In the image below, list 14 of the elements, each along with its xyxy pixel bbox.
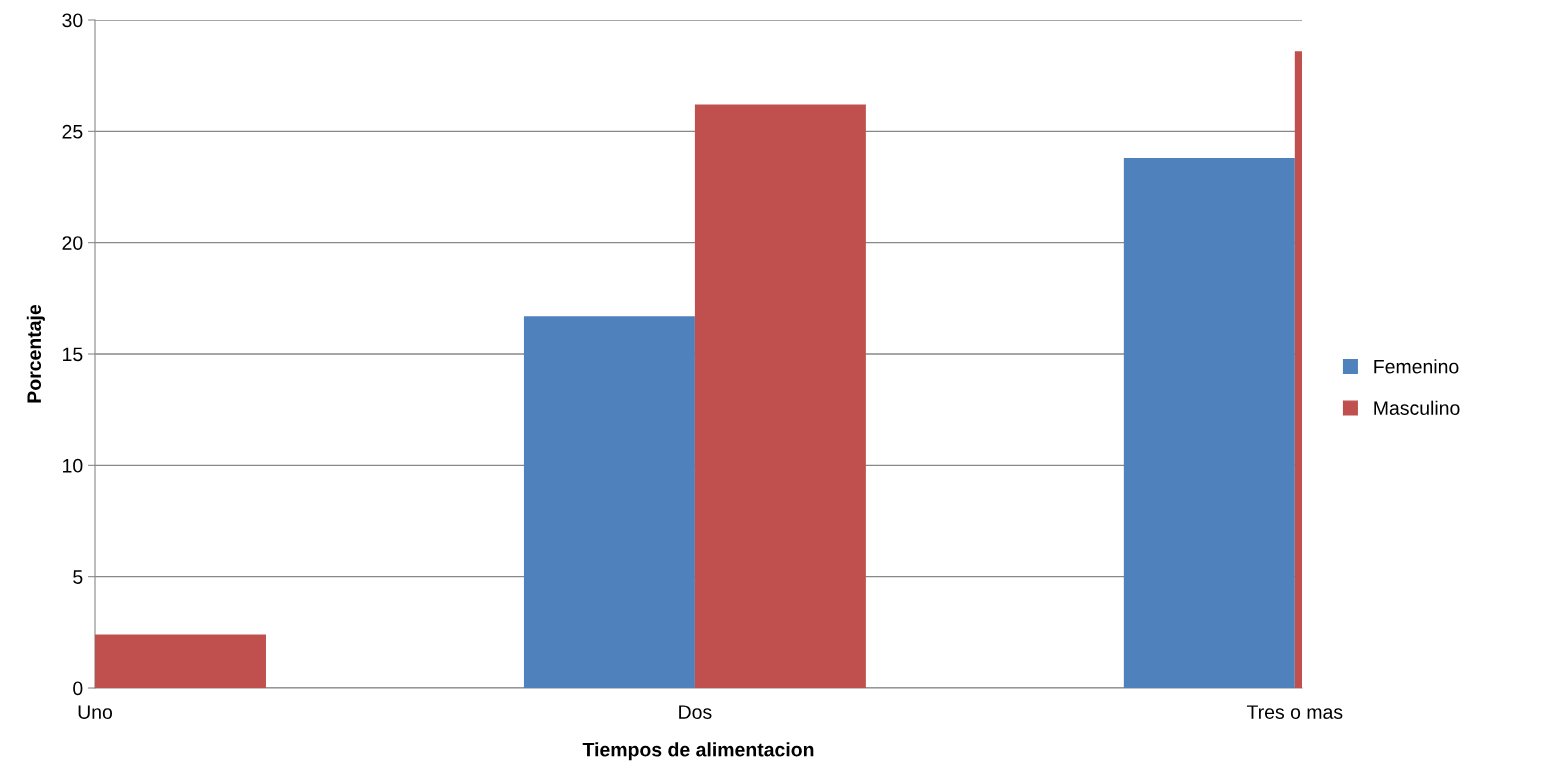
- y-tick-label: 10: [63, 458, 83, 473]
- y-tick-label: 0: [73, 681, 83, 696]
- x-tick-label: Uno: [78, 705, 113, 719]
- y-tick-label: 5: [73, 570, 83, 584]
- y-tick-label: 20: [62, 236, 83, 250]
- x-tick-label: Dos: [679, 705, 712, 719]
- y-tick-label: 15: [63, 347, 83, 362]
- y-tick-label: 25: [62, 124, 83, 139]
- y-axis-title: Porcentaje: [26, 304, 45, 403]
- x-tick-label: Tres o mas: [1246, 705, 1343, 719]
- legend-label: Masculino: [1374, 400, 1460, 415]
- y-tick-label: 30: [62, 13, 83, 28]
- x-axis-title: Tiempos de alimentacion: [582, 742, 814, 761]
- legend-label: Femenino: [1374, 359, 1459, 374]
